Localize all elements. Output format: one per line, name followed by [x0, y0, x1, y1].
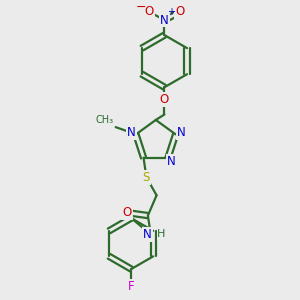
Text: N: N	[176, 126, 185, 140]
Text: O: O	[160, 93, 169, 106]
Text: F: F	[128, 280, 134, 293]
Text: +: +	[167, 7, 175, 17]
Text: −: −	[136, 1, 147, 14]
Text: S: S	[143, 171, 150, 184]
Text: N: N	[127, 126, 136, 140]
Text: CH₃: CH₃	[95, 115, 113, 125]
Text: O: O	[122, 206, 132, 219]
Text: N: N	[167, 154, 176, 168]
Text: N: N	[160, 14, 169, 26]
Text: O: O	[145, 5, 154, 18]
Text: O: O	[175, 5, 184, 18]
Text: N: N	[143, 228, 152, 241]
Text: H: H	[157, 230, 166, 239]
